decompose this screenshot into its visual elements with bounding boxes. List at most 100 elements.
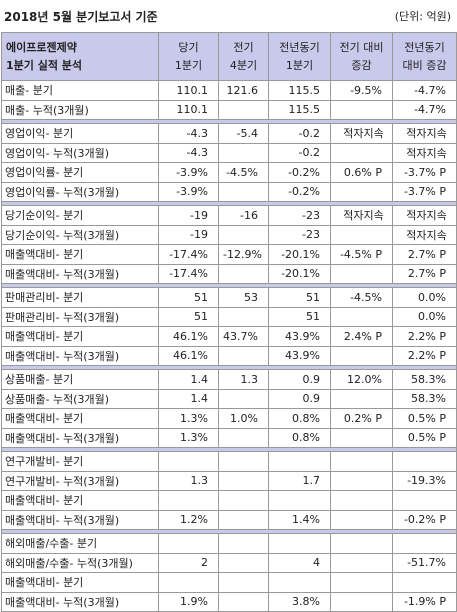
cell: -3.7% P (392, 162, 457, 183)
cell (218, 509, 269, 530)
separator-cell (1, 119, 457, 124)
separator-cell (1, 529, 457, 534)
row-label: 영업이익률- 누적(3개월) (1, 181, 159, 202)
results-table: 에이프로젠제약 1분기 실적 분석 당기 1분기 전기 4분기 전년동기 1분기 전기 대비 증감… (1, 32, 457, 612)
cell: 적자지속 (392, 224, 457, 245)
cell: 0.0% (392, 287, 457, 308)
cell: 2.2% P (392, 326, 457, 347)
column-header: 전년동기 대비 증감 (392, 32, 457, 81)
header-line: 증감 (351, 58, 372, 72)
cell: 121.6 (218, 80, 269, 101)
header-line: 에이프로젠제약 (6, 40, 77, 54)
table-row: 매출액대비- 분기 46.1% 43.7% 43.9% 2.4% P 2.2% P (1, 326, 457, 347)
cell: 2 (158, 552, 219, 573)
cell: -16 (218, 205, 269, 226)
cell (268, 572, 331, 593)
table-body: 매출- 분기 110.1 121.6 115.5 -9.5% -4.7% 매출- 누적(3개… (1, 80, 457, 612)
cell (218, 263, 269, 284)
table-row: 매출액대비- 누적(3개월) 1.2% 1.4% -0.2% P (1, 509, 457, 530)
cell (218, 181, 269, 202)
group-separator (1, 119, 457, 124)
group-separator (1, 365, 457, 370)
cell: 적자지속 (330, 205, 393, 226)
cell: -9.5% (330, 80, 393, 101)
cell (218, 591, 269, 612)
table-row: 매출액대비- 분기 (1, 490, 457, 511)
row-label: 상품매출- 분기 (1, 369, 159, 390)
cell (330, 99, 393, 120)
cell (218, 552, 269, 573)
separator-cell (1, 201, 457, 206)
cell: 1.3 (218, 369, 269, 390)
cell (392, 490, 457, 511)
group-separator (1, 201, 457, 206)
cell (392, 451, 457, 472)
table-row: 판매관리비- 누적(3개월) 51 51 0.0% (1, 306, 457, 327)
cell (218, 533, 269, 554)
cell: 51 (158, 306, 219, 327)
row-label: 해외매출/수출- 누적(3개월) (1, 552, 159, 573)
cell: 115.5 (268, 99, 331, 120)
table-row: 매출액대비- 분기 -17.4% -12.9% -20.1% -4.5% P 2.7% P (1, 244, 457, 265)
cell: -12.9% (218, 244, 269, 265)
table-row: 매출액대비- 분기 (1, 572, 457, 593)
cell (392, 533, 457, 554)
cell (218, 427, 269, 448)
cell (330, 490, 393, 511)
cell (218, 470, 269, 491)
cell (330, 306, 393, 327)
row-label: 매출- 누적(3개월) (1, 99, 159, 120)
cell (330, 345, 393, 366)
cell: -4.3 (158, 142, 219, 163)
cell: -4.3 (158, 123, 219, 144)
header-line: 1분기 실적 분석 (6, 58, 83, 72)
cell: 적자지속 (392, 123, 457, 144)
cell (218, 388, 269, 409)
cell: 46.1% (158, 326, 219, 347)
table-row: 판매관리비- 분기 51 53 51 -4.5% 0.0% (1, 287, 457, 308)
cell: -19 (158, 224, 219, 245)
row-label: 매출액대비- 분기 (1, 326, 159, 347)
cell: -4.5% P (330, 244, 393, 265)
cell: 1.0% (218, 408, 269, 429)
table-row: 영업이익률- 분기 -3.9% -4.5% -0.2% 0.6% P -3.7% P (1, 162, 457, 183)
cell: 58.3% (392, 388, 457, 409)
cell: 0.2% P (330, 408, 393, 429)
cell: 2.7% P (392, 263, 457, 284)
cell: 43.9% (268, 326, 331, 347)
cell (158, 451, 219, 472)
cell (218, 345, 269, 366)
row-label: 매출액대비- 분기 (1, 244, 159, 265)
row-label: 매출액대비- 누적(3개월) (1, 591, 159, 612)
header-row: 에이프로젠제약 1분기 실적 분석 당기 1분기 전기 4분기 전년동기 1분기 전기 대비 증감… (1, 32, 457, 81)
cell: 1.3% (158, 427, 219, 448)
cell: 1.4 (158, 369, 219, 390)
header-line: 전기 대비 (339, 40, 384, 54)
table-row: 연구개발비- 분기 (1, 451, 457, 472)
cell: 1.7 (268, 470, 331, 491)
table-row: 상품매출- 분기 1.4 1.3 0.9 12.0% 58.3% (1, 369, 457, 390)
cell (330, 509, 393, 530)
cell: -0.2% (268, 162, 331, 183)
table-row: 매출- 분기 110.1 121.6 115.5 -9.5% -4.7% (1, 80, 457, 101)
table-row: 영업이익률- 누적(3개월) -3.9% -0.2% -3.7% P (1, 181, 457, 202)
cell: 0.6% P (330, 162, 393, 183)
separator-cell (1, 283, 457, 288)
cell (218, 306, 269, 327)
table-row: 당기순이익- 누적(3개월) -19 -23 적자지속 (1, 224, 457, 245)
column-header: 전년동기 1분기 (268, 32, 331, 81)
cell (218, 451, 269, 472)
cell: 1.3 (158, 470, 219, 491)
cell: -0.2% (268, 181, 331, 202)
cell: 적자지속 (392, 142, 457, 163)
cell (218, 99, 269, 120)
row-label: 영업이익률- 분기 (1, 162, 159, 183)
cell: -0.2 (268, 142, 331, 163)
separator-cell (1, 365, 457, 370)
cell: -51.7% (392, 552, 457, 573)
cell: 110.1 (158, 99, 219, 120)
cell: 51 (158, 287, 219, 308)
row-label: 매출- 분기 (1, 80, 159, 101)
cell: 58.3% (392, 369, 457, 390)
